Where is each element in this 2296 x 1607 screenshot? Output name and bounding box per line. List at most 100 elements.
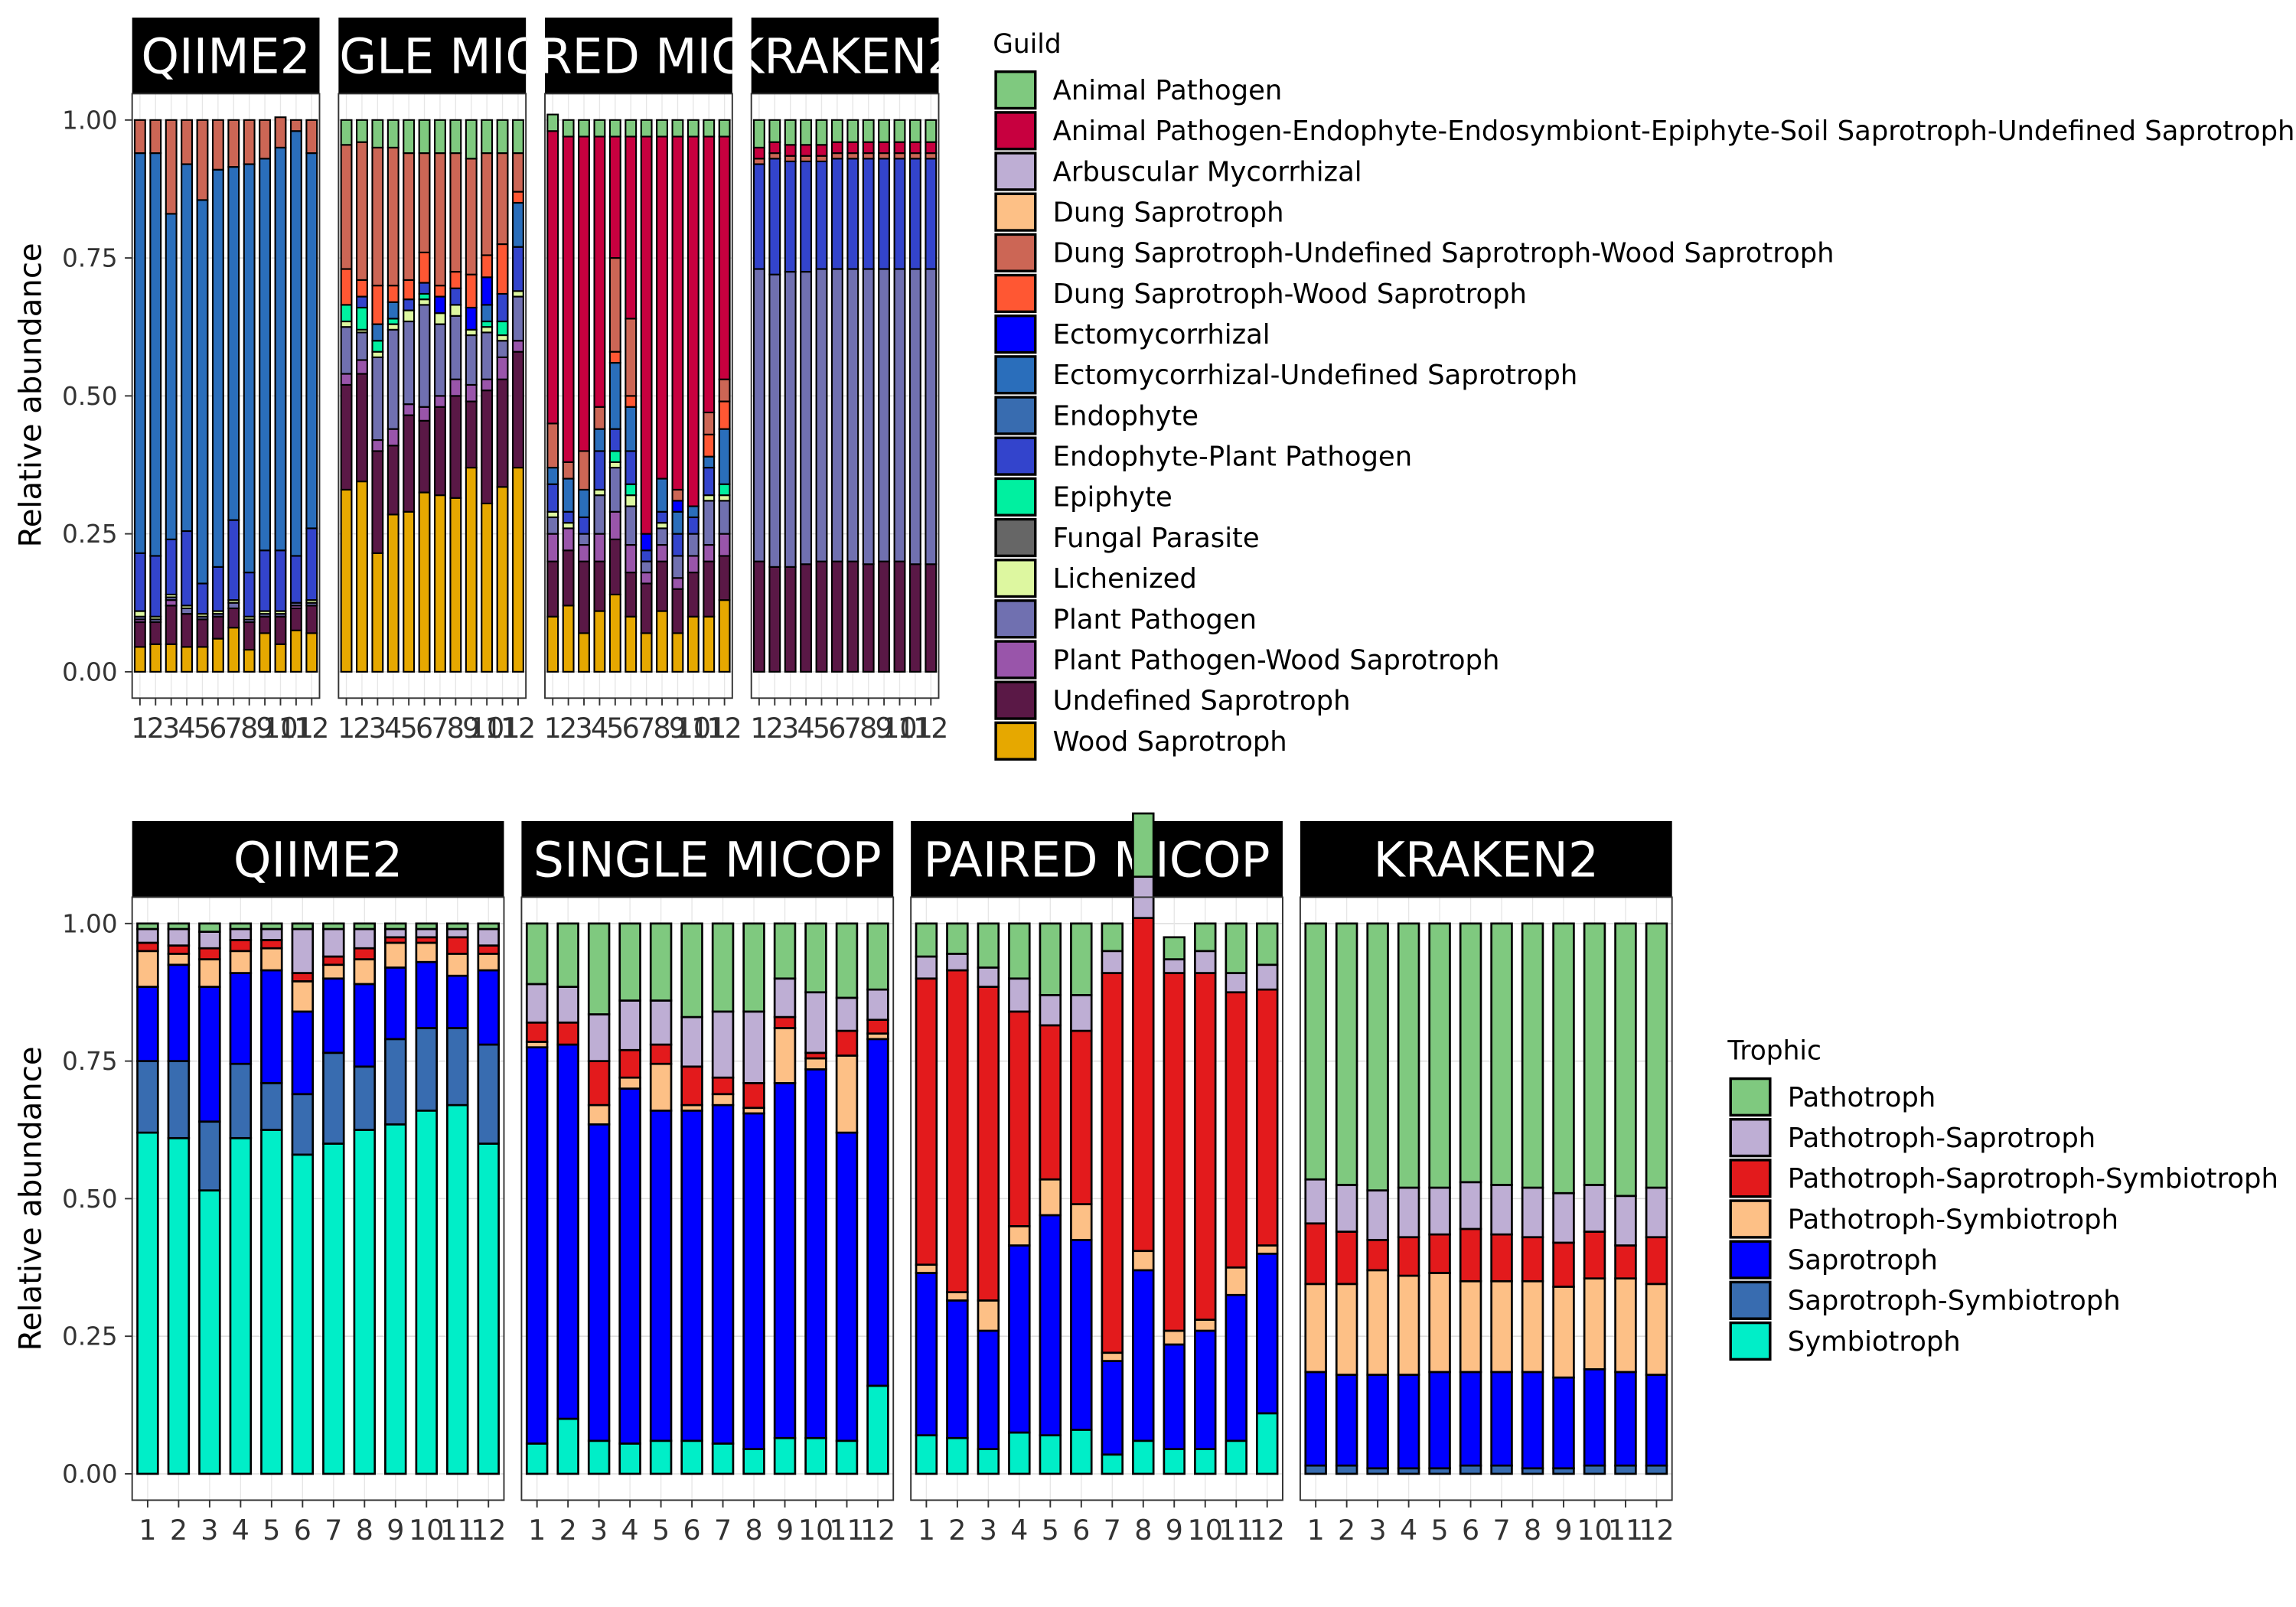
bar-segment — [835, 1439, 859, 1475]
bar-segment — [687, 572, 700, 618]
bar-segment — [711, 1103, 735, 1445]
y-axis-label: Relative abundance — [14, 243, 49, 547]
legend-swatch — [994, 152, 1037, 191]
bar-segment — [353, 947, 377, 960]
bar-segment — [371, 146, 384, 287]
bar-segment — [1255, 1252, 1279, 1415]
bar-segment — [340, 268, 353, 306]
stacked-bar — [893, 119, 906, 673]
bar-segment — [1335, 1231, 1358, 1286]
stacked-bar — [181, 119, 194, 673]
bar-segment — [608, 538, 621, 595]
bar-segment — [578, 119, 590, 138]
bar-segment — [446, 922, 469, 931]
x-tick-label: 1 — [544, 712, 562, 745]
bar-segment — [1614, 1277, 1637, 1374]
x-tick-label: 12 — [294, 712, 329, 745]
bar-segment — [556, 1417, 579, 1475]
stacked-bar — [546, 113, 559, 673]
stacked-bar — [1552, 922, 1575, 1475]
bar-segment — [977, 1329, 1000, 1450]
bar-segment — [546, 615, 559, 673]
legend-item: Endophyte — [994, 396, 1199, 435]
bar-segment — [289, 130, 302, 557]
x-tick-label: 4 — [797, 712, 815, 745]
facet-strip — [521, 820, 894, 898]
bar-segment — [198, 931, 221, 950]
bar-segment — [434, 285, 446, 298]
facet-strip-label: PAIRED MICOP — [465, 28, 812, 85]
bar-segment — [229, 950, 253, 974]
x-tick-label: 7 — [325, 1514, 342, 1547]
bar-segment — [418, 152, 431, 253]
bar-segment — [477, 953, 500, 972]
bar-segment — [593, 488, 606, 497]
bar-segment — [671, 488, 684, 502]
bar-segment — [386, 146, 400, 287]
bar-segment — [768, 141, 781, 155]
legend-item: Pathotroph-Saprotroph-Symbiotroph — [1729, 1159, 2278, 1198]
bar-segment — [449, 497, 462, 673]
bar-segment — [784, 155, 797, 162]
bar-segment — [356, 119, 368, 143]
bar-segment — [403, 414, 416, 513]
stacked-bar — [229, 922, 253, 1475]
x-tick-label: 8 — [1134, 1514, 1152, 1547]
bar-segment — [1490, 1184, 1513, 1236]
bar-segment — [196, 646, 209, 673]
panel-border — [131, 896, 505, 1501]
bar-segment — [977, 1299, 1000, 1332]
bar-segment — [773, 1436, 797, 1475]
bar-segment — [578, 632, 590, 673]
x-tick-label: 2 — [559, 1514, 577, 1547]
legend-item: Saprotroph-Symbiotroph — [1729, 1280, 2121, 1320]
bar-segment — [830, 141, 843, 155]
bar-segment — [418, 292, 431, 301]
x-tick-label: 9 — [776, 1514, 794, 1547]
stacked-bar — [196, 119, 209, 673]
stacked-bar — [386, 119, 400, 673]
y-tick-label: 0.50 — [62, 1185, 117, 1214]
bar-segment — [1039, 993, 1062, 1027]
bar-segment — [512, 191, 524, 204]
bar-segment — [305, 119, 318, 155]
bar-segment — [608, 119, 621, 138]
bar-segment — [371, 119, 384, 148]
bar-segment — [198, 1120, 221, 1191]
bar-segment — [274, 549, 287, 612]
bar-segment — [167, 1136, 191, 1475]
bar-segment — [915, 955, 938, 980]
bar-segment — [784, 271, 797, 568]
legend-swatch — [994, 436, 1037, 476]
legend-swatch — [994, 111, 1037, 151]
bar-segment — [946, 1299, 969, 1439]
bar-segment — [768, 119, 781, 143]
bar-segment — [149, 152, 162, 557]
bar-segment — [260, 939, 283, 950]
stacked-bar — [556, 922, 579, 1475]
bar-segment — [465, 467, 478, 673]
bar-segment — [1101, 950, 1124, 974]
bar-segment — [742, 922, 765, 1013]
legend-label: Arbuscular Mycorrhizal — [1053, 156, 1362, 187]
legend-item: Endophyte-Plant Pathogen — [994, 436, 1412, 476]
bar-segment — [773, 977, 797, 1019]
bar-segment — [1459, 1181, 1482, 1231]
stacked-bar — [711, 922, 735, 1475]
bar-segment — [418, 419, 431, 494]
bar-segment — [481, 320, 494, 328]
x-tick-label: 8 — [859, 712, 877, 745]
bar-segment — [1645, 1374, 1668, 1467]
bar-segment — [198, 1189, 221, 1475]
bar-segment — [618, 1442, 641, 1475]
stacked-bar — [167, 922, 191, 1475]
bar-segment — [1132, 1439, 1155, 1475]
bar-segment — [418, 491, 431, 673]
bar-segment — [618, 922, 641, 1002]
bar-segment — [556, 986, 579, 1024]
x-tick-label: 8 — [240, 712, 258, 745]
bar-segment — [1583, 1277, 1606, 1371]
x-tick-label: 5 — [194, 712, 211, 745]
x-tick-label: 5 — [1042, 1514, 1059, 1547]
bar-segment — [1490, 1371, 1513, 1467]
